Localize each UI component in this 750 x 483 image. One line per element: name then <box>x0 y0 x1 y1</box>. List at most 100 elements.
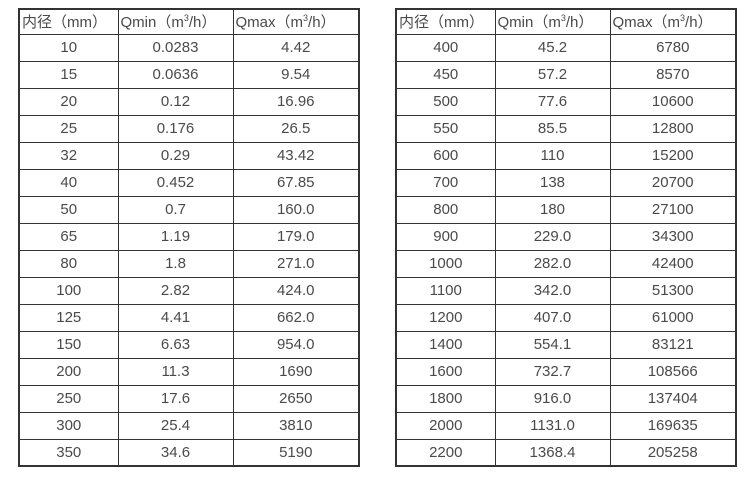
table-cell: 10600 <box>609 87 737 116</box>
table-body: 400 45.2 6780 450 57.2 8570 500 77.6 10600 550 85.… <box>395 33 737 467</box>
table-cell: 550 <box>395 114 496 143</box>
table-cell: 138 <box>494 168 611 197</box>
header-label-unit: /h） <box>685 14 713 32</box>
table-cell: 1690 <box>232 357 360 386</box>
table-cell: 100 <box>18 276 119 305</box>
table-cell: 250 <box>18 384 119 413</box>
table-row: 50 0.7 160.0 <box>18 195 360 224</box>
header-label-unit: /h） <box>188 14 217 32</box>
table-cell: 0.29 <box>117 141 234 170</box>
table-cell: 282.0 <box>494 249 611 278</box>
table-row: 65 1.19 179.0 <box>18 222 360 251</box>
table-cell: 407.0 <box>494 303 611 332</box>
table-row: 15 0.0636 9.54 <box>18 60 360 89</box>
table-cell: 0.12 <box>117 87 234 116</box>
table-row: 350 34.6 5190 <box>18 438 360 467</box>
table-row: 900 229.0 34300 <box>395 222 737 251</box>
header-label-unit: /h） <box>565 14 594 32</box>
table-row: 25 0.176 26.5 <box>18 114 360 143</box>
table-row: 500 77.6 10600 <box>395 87 737 116</box>
table-cell: 300 <box>18 411 119 440</box>
table-cell: 0.176 <box>117 114 234 143</box>
table-cell: 1100 <box>395 276 496 305</box>
table-cell: 600 <box>395 141 496 170</box>
table-row: 10 0.0283 4.42 <box>18 33 360 62</box>
header-row: 内径（mm） Qmin（m3/h） Qmax（m3/h） <box>395 8 737 35</box>
table-cell: 110 <box>494 141 611 170</box>
table-cell: 150 <box>18 330 119 359</box>
table-cell: 271.0 <box>232 249 360 278</box>
table-cell: 424.0 <box>232 276 360 305</box>
table-cell: 15 <box>18 60 119 89</box>
table-cell: 180 <box>494 195 611 224</box>
table-cell: 77.6 <box>494 87 611 116</box>
table-row: 700 138 20700 <box>395 168 737 197</box>
table-row: 150 6.63 954.0 <box>18 330 360 359</box>
table-header: 内径（mm） Qmin（m3/h） Qmax（m3/h） <box>18 8 360 35</box>
table-row: 800 180 27100 <box>395 195 737 224</box>
table-cell: 85.5 <box>494 114 611 143</box>
table-cell: 10 <box>18 33 119 62</box>
table-cell: 1.8 <box>117 249 234 278</box>
header-qmin: Qmin（m3/h） <box>494 8 611 35</box>
table-cell: 65 <box>18 222 119 251</box>
header-qmax: Qmax（m3/h） <box>232 8 360 35</box>
table-cell: 4.42 <box>232 33 360 62</box>
table-cell: 4.41 <box>117 303 234 332</box>
header-label-unit: /h） <box>308 14 336 32</box>
header-label: Qmin（m <box>497 14 561 32</box>
header-superscript: 3 <box>680 13 686 24</box>
header-row: 内径（mm） Qmin（m3/h） Qmax（m3/h） <box>18 8 360 35</box>
table-cell: 450 <box>395 60 496 89</box>
flow-table-large-diameters: 内径（mm） Qmin（m3/h） Qmax（m3/h） 400 45.2 6780… <box>395 8 737 467</box>
table-cell: 45.2 <box>494 33 611 62</box>
table-cell: 662.0 <box>232 303 360 332</box>
table-row: 300 25.4 3810 <box>18 411 360 440</box>
table-cell: 205258 <box>609 438 737 467</box>
table-cell: 700 <box>395 168 496 197</box>
header-label: Qmax（m <box>612 14 681 32</box>
table-cell: 61000 <box>609 303 737 332</box>
header-label: 内径（mm） <box>22 14 107 32</box>
table-cell: 5190 <box>232 438 360 467</box>
header-superscript: 3 <box>303 13 309 24</box>
table-cell: 0.0636 <box>117 60 234 89</box>
table-cell: 0.452 <box>117 168 234 197</box>
header-inner-diameter: 内径（mm） <box>18 8 119 35</box>
table-row: 600 110 15200 <box>395 141 737 170</box>
table-cell: 1131.0 <box>494 411 611 440</box>
table-row: 1400 554.1 83121 <box>395 330 737 359</box>
table-cell: 1600 <box>395 357 496 386</box>
table-cell: 900 <box>395 222 496 251</box>
table-cell: 8570 <box>609 60 737 89</box>
header-superscript: 3 <box>183 13 189 24</box>
table-row: 550 85.5 12800 <box>395 114 737 143</box>
table-cell: 108566 <box>609 357 737 386</box>
table-row: 200 11.3 1690 <box>18 357 360 386</box>
table-cell: 2650 <box>232 384 360 413</box>
table-cell: 1800 <box>395 384 496 413</box>
header-label: Qmin（m <box>120 14 184 32</box>
table-cell: 916.0 <box>494 384 611 413</box>
table-cell: 42400 <box>609 249 737 278</box>
table-cell: 200 <box>18 357 119 386</box>
table-cell: 80 <box>18 249 119 278</box>
table-cell: 800 <box>395 195 496 224</box>
table-cell: 43.42 <box>232 141 360 170</box>
table-cell: 137404 <box>609 384 737 413</box>
table-cell: 6780 <box>609 33 737 62</box>
table-cell: 32 <box>18 141 119 170</box>
table-cell: 342.0 <box>494 276 611 305</box>
table-row: 80 1.8 271.0 <box>18 249 360 278</box>
table-row: 1800 916.0 137404 <box>395 384 737 413</box>
table-cell: 554.1 <box>494 330 611 359</box>
table-cell: 50 <box>18 195 119 224</box>
header-superscript: 3 <box>560 13 566 24</box>
table-row: 1000 282.0 42400 <box>395 249 737 278</box>
header-inner-diameter: 内径（mm） <box>395 8 496 35</box>
table-cell: 34300 <box>609 222 737 251</box>
table-row: 2000 1131.0 169635 <box>395 411 737 440</box>
table-cell: 20700 <box>609 168 737 197</box>
table-cell: 67.85 <box>232 168 360 197</box>
